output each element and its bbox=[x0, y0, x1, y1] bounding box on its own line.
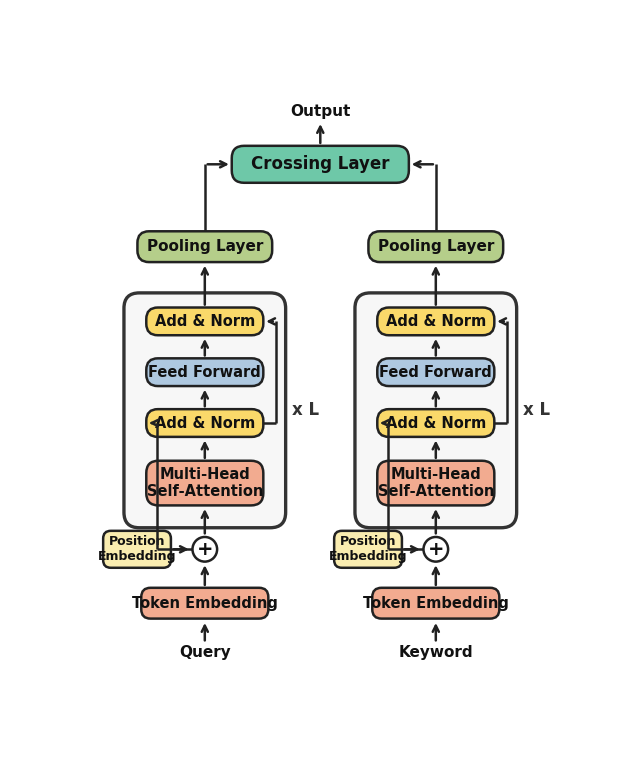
FancyBboxPatch shape bbox=[372, 588, 499, 619]
Text: Crossing Layer: Crossing Layer bbox=[251, 155, 390, 173]
Text: Position
Embedding: Position Embedding bbox=[329, 535, 407, 563]
Text: Multi-Head
Self-Attention: Multi-Head Self-Attention bbox=[378, 467, 494, 499]
Text: Pooling Layer: Pooling Layer bbox=[147, 239, 263, 254]
Text: Token Embedding: Token Embedding bbox=[132, 596, 278, 611]
FancyBboxPatch shape bbox=[232, 146, 409, 183]
FancyBboxPatch shape bbox=[369, 231, 503, 262]
FancyBboxPatch shape bbox=[138, 231, 272, 262]
FancyBboxPatch shape bbox=[103, 531, 171, 568]
Text: Query: Query bbox=[179, 645, 230, 660]
FancyBboxPatch shape bbox=[334, 531, 402, 568]
Circle shape bbox=[424, 537, 448, 561]
Text: +: + bbox=[428, 540, 444, 559]
Text: Keyword: Keyword bbox=[399, 645, 473, 660]
Text: Token Embedding: Token Embedding bbox=[363, 596, 509, 611]
FancyBboxPatch shape bbox=[147, 358, 263, 386]
Text: x L: x L bbox=[523, 401, 550, 419]
FancyBboxPatch shape bbox=[147, 461, 263, 506]
Text: Position
Embedding: Position Embedding bbox=[98, 535, 176, 563]
Text: Add & Norm: Add & Norm bbox=[386, 415, 486, 430]
Text: Pooling Layer: Pooling Layer bbox=[378, 239, 494, 254]
Text: Add & Norm: Add & Norm bbox=[386, 314, 486, 329]
Text: Add & Norm: Add & Norm bbox=[155, 415, 255, 430]
Text: +: + bbox=[196, 540, 213, 559]
Text: Feed Forward: Feed Forward bbox=[380, 365, 492, 380]
FancyBboxPatch shape bbox=[355, 293, 516, 528]
Text: Feed Forward: Feed Forward bbox=[148, 365, 261, 380]
FancyBboxPatch shape bbox=[147, 409, 263, 437]
FancyBboxPatch shape bbox=[147, 307, 263, 336]
FancyBboxPatch shape bbox=[124, 293, 285, 528]
Text: Add & Norm: Add & Norm bbox=[155, 314, 255, 329]
Circle shape bbox=[193, 537, 217, 561]
FancyBboxPatch shape bbox=[378, 307, 494, 336]
FancyBboxPatch shape bbox=[378, 461, 494, 506]
FancyBboxPatch shape bbox=[141, 588, 268, 619]
Text: Multi-Head
Self-Attention: Multi-Head Self-Attention bbox=[147, 467, 263, 499]
Text: Output: Output bbox=[290, 104, 351, 119]
Text: x L: x L bbox=[292, 401, 319, 419]
FancyBboxPatch shape bbox=[378, 409, 494, 437]
FancyBboxPatch shape bbox=[378, 358, 494, 386]
